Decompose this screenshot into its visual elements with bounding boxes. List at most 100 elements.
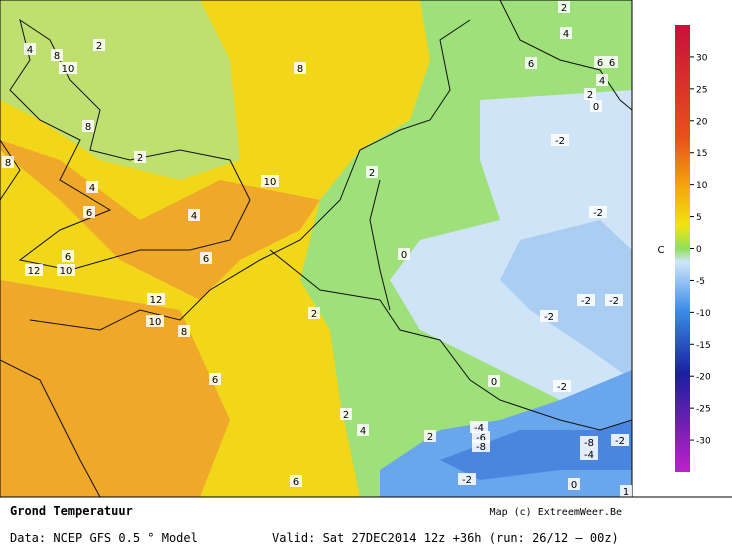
colorbar-tick-label: -20 bbox=[696, 373, 711, 383]
contour-label-bg bbox=[24, 43, 36, 55]
contour-label-bg bbox=[57, 264, 75, 276]
contour-label-bg bbox=[59, 62, 77, 74]
contour-label-bg bbox=[553, 380, 571, 392]
contour-label: -2 bbox=[462, 475, 472, 486]
contour-label: -2 bbox=[555, 136, 565, 147]
colorbar-tick-label: -15 bbox=[696, 341, 711, 351]
contour-label: 12 bbox=[28, 266, 41, 277]
contour-label-bg bbox=[261, 175, 279, 187]
contour-label-bg bbox=[294, 62, 306, 74]
contour-label: 6 bbox=[65, 252, 71, 263]
contour-label-bg bbox=[366, 166, 378, 178]
contour-label: 1 bbox=[623, 487, 629, 498]
contour-label-bg bbox=[357, 424, 369, 436]
contour-label: -2 bbox=[615, 436, 625, 447]
contour-label: 10 bbox=[149, 317, 162, 328]
colorbar-tick-label: 30 bbox=[696, 53, 708, 63]
contour-label: 4 bbox=[191, 211, 197, 222]
contour-label-bg bbox=[560, 27, 572, 39]
contour-label-bg bbox=[540, 310, 558, 322]
contour-label: 0 bbox=[593, 102, 599, 113]
contour-label-bg bbox=[178, 325, 190, 337]
contour-label-bg bbox=[134, 151, 146, 163]
contour-label-bg bbox=[558, 1, 570, 13]
contour-label: 2 bbox=[587, 90, 593, 101]
contour-label-bg bbox=[398, 248, 410, 260]
contour-label: 6 bbox=[86, 208, 92, 219]
contour-label: 4 bbox=[563, 29, 569, 40]
contour-label-bg bbox=[551, 134, 569, 146]
contour-label: 10 bbox=[60, 266, 73, 277]
contour-label-bg bbox=[568, 478, 580, 490]
contour-label: -8 bbox=[476, 442, 486, 453]
contour-label: -4 bbox=[474, 423, 484, 434]
contour-label: 6 bbox=[212, 375, 218, 386]
contour-label-bg bbox=[470, 421, 488, 433]
contour-label-bg bbox=[580, 436, 598, 448]
contour-label: 0 bbox=[571, 480, 577, 491]
contour-label: 2 bbox=[427, 432, 433, 443]
contour-label-bg bbox=[589, 206, 607, 218]
colorbar-tick-label: -25 bbox=[696, 405, 711, 415]
colorbar-tick-label: 5 bbox=[696, 213, 702, 223]
contour-label-bg bbox=[605, 294, 623, 306]
colorbar bbox=[675, 25, 690, 472]
colorbar-tick-label: 10 bbox=[696, 181, 708, 191]
contour-label: -8 bbox=[584, 438, 594, 449]
contour-label: 8 bbox=[54, 51, 60, 62]
contour-label: 8 bbox=[5, 158, 11, 169]
contour-label-bg bbox=[584, 88, 596, 100]
footer-credit: Map (c) ExtreemWeer.Be bbox=[490, 507, 622, 518]
contour-label-bg bbox=[308, 307, 320, 319]
colorbar-unit: C bbox=[658, 245, 665, 256]
contour-label: 6 bbox=[597, 58, 603, 69]
contour-label-bg bbox=[488, 375, 500, 387]
contour-label-bg bbox=[290, 475, 302, 487]
contour-label: 12 bbox=[150, 295, 163, 306]
contour-label: 0 bbox=[401, 250, 407, 261]
contour-label-bg bbox=[594, 56, 606, 68]
contour-label: 4 bbox=[360, 426, 366, 437]
contour-label-bg bbox=[83, 206, 95, 218]
colorbar-tick-label: -30 bbox=[696, 437, 711, 447]
contour-label-bg bbox=[200, 252, 212, 264]
contour-label: 2 bbox=[343, 410, 349, 421]
contour-label-bg bbox=[146, 315, 164, 327]
footer-valid: Valid: Sat 27DEC2014 12z +36h (run: 26/1… bbox=[272, 531, 619, 545]
contour-label: -2 bbox=[544, 312, 554, 323]
contour-label-bg bbox=[458, 473, 476, 485]
contour-label: -2 bbox=[581, 296, 591, 307]
contour-label: 6 bbox=[293, 477, 299, 488]
contour-label-bg bbox=[188, 209, 200, 221]
contour-label: 8 bbox=[297, 64, 303, 75]
contour-label: 2 bbox=[561, 3, 567, 14]
colorbar-tick-label: 15 bbox=[696, 149, 707, 159]
contour-label: 0 bbox=[491, 377, 497, 388]
contour-label-bg bbox=[606, 56, 618, 68]
colorbar-tick-label: -5 bbox=[696, 277, 705, 287]
contour-label-bg bbox=[620, 485, 632, 497]
contour-label: -2 bbox=[593, 208, 603, 219]
footer-title: Grond Temperatuur bbox=[10, 504, 133, 518]
contour-label: 10 bbox=[62, 64, 75, 75]
contour-label: 8 bbox=[85, 122, 91, 133]
contour-label-bg bbox=[340, 408, 352, 420]
contour-label: 2 bbox=[96, 41, 102, 52]
contour-label: 8 bbox=[181, 327, 187, 338]
colorbar-tick-label: -10 bbox=[696, 309, 711, 319]
contour-label-bg bbox=[590, 100, 602, 112]
contour-label-bg bbox=[596, 74, 608, 86]
contour-label: 2 bbox=[137, 153, 143, 164]
contour-label-bg bbox=[580, 448, 598, 460]
contour-label-bg bbox=[147, 293, 165, 305]
contour-label: 6 bbox=[203, 254, 209, 265]
contour-label: 6 bbox=[609, 58, 615, 69]
contour-label: 2 bbox=[311, 309, 317, 320]
contour-label-bg bbox=[577, 294, 595, 306]
footer-source: Data: NCEP GFS 0.5 ° Model bbox=[10, 531, 198, 545]
contour-label-bg bbox=[472, 440, 490, 452]
contour-label-bg bbox=[62, 250, 74, 262]
contour-label: -2 bbox=[557, 382, 567, 393]
contour-label: -6 bbox=[476, 433, 486, 444]
